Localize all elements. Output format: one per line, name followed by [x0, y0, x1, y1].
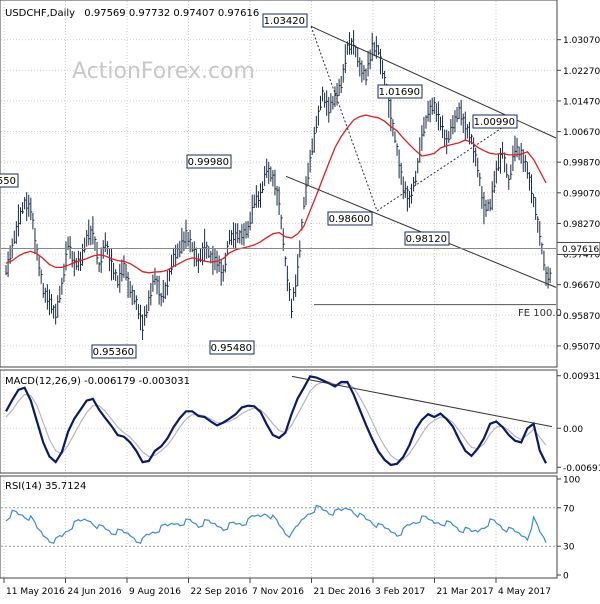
- x-axis: 11 May 2016 24 Jun 2016 9 Aug 2016 22 Sep 2…: [3, 578, 551, 597]
- price-callout-label: 1.00990: [474, 117, 515, 128]
- macd-axis-label: 0.00: [563, 425, 583, 435]
- price-callout-label: 0.99980: [188, 157, 229, 168]
- price-callout-box: [377, 84, 423, 99]
- price-axis-label: 0.96670: [563, 281, 600, 291]
- price-callout: 1.03420: [262, 13, 308, 28]
- grid-layer: [1, 1, 556, 577]
- rsi-axis-label: 100: [563, 476, 580, 486]
- rsi-axis-label: 30: [563, 543, 575, 553]
- price-callout-box: [209, 340, 255, 355]
- x-axis-label: 24 Jun 2016: [68, 587, 122, 597]
- dotted-wave-line: [310, 26, 516, 212]
- price-callout-box: [404, 231, 450, 246]
- price-callout-label: 0.99550: [0, 176, 16, 187]
- price-callout-label: 0.95480: [211, 343, 252, 354]
- x-axis-label: 21 Dec 2016: [314, 587, 372, 597]
- price-axis: 1.03070 1.02270 1.01470 1.00670 0.99870 0.990…: [556, 36, 600, 352]
- price-callout: 0.99550: [0, 173, 19, 188]
- price-overlay: 1.03420 1.01690 1.00990 0.99980 0.98600 0.981…: [0, 13, 557, 359]
- fe-label: FE 100.0: [518, 308, 562, 319]
- price-callout: 1.01690: [377, 84, 423, 99]
- current-price-tag-label: 0.97616: [562, 245, 599, 255]
- price-callout-label: 1.01690: [379, 87, 420, 98]
- price-axis-label: 0.99070: [563, 189, 600, 199]
- rsi-axis-label: 0: [563, 572, 569, 582]
- x-axis-label: 3 Feb 2017: [375, 587, 425, 597]
- price-callout-box: [327, 211, 373, 226]
- ohlc-label: 0.97569 0.97732 0.97407 0.97616: [84, 8, 259, 19]
- price-layer: [5, 30, 552, 341]
- rsi-axis-label: 70: [563, 504, 575, 514]
- x-axis-label: 7 Nov 2016: [252, 587, 304, 597]
- macd-line: [5, 375, 547, 467]
- rsi-title: RSI(14) 35.7124: [5, 481, 86, 492]
- price-callout: 1.00990: [472, 114, 518, 129]
- price-callout-box: [262, 13, 308, 28]
- moving-average-line: [5, 114, 547, 274]
- price-axis-label: 1.01470: [563, 97, 600, 107]
- macd-layer: [5, 375, 553, 467]
- macd-trendline: [291, 375, 553, 428]
- price-callout-box: [91, 344, 137, 359]
- instrument-label: USDCHF,Daily: [5, 8, 75, 19]
- price-callout: 0.95480: [209, 340, 255, 355]
- price-axis-label: 0.98270: [563, 220, 600, 230]
- current-price-tag: [556, 241, 600, 255]
- macd-title: MACD(12,26,9) -0.006179 -0.003031: [5, 376, 190, 387]
- price-callout-label: 0.98600: [329, 214, 370, 225]
- rsi-line: [5, 504, 547, 545]
- price-callout-label: 1.03420: [264, 16, 305, 27]
- rsi-axis: 100 70 30 0: [557, 476, 580, 582]
- price-callout: 0.98600: [327, 211, 373, 226]
- price-axis-label: 0.95870: [563, 312, 600, 322]
- rsi-panel-frame: [0, 475, 558, 579]
- macd-axis-label: -0.006917: [563, 464, 600, 474]
- price-callout: 0.99980: [186, 154, 232, 169]
- x-axis-label: 22 Sep 2016: [191, 587, 248, 597]
- price-callout-label: 0.95360: [93, 347, 134, 358]
- x-axis-label: 11 May 2016: [6, 587, 65, 597]
- x-axis-label: 21 Mar 2017: [437, 587, 494, 597]
- price-callout: 0.98120: [404, 231, 450, 246]
- price-axis-label: 1.00670: [563, 128, 600, 138]
- watermark: ActionForex.com: [72, 59, 255, 84]
- macd-axis: 0.009319 0.00 -0.006917: [557, 372, 600, 474]
- price-callout: 0.95360: [91, 344, 137, 359]
- price-axis-label: 1.03070: [563, 36, 600, 46]
- price-axis-label: 0.97470: [563, 251, 600, 261]
- price-axis-label: 1.02270: [563, 67, 600, 77]
- chart-title: USDCHF,Daily 0.97569 0.97732 0.97407 0.9…: [5, 8, 259, 19]
- macd-axis-label: 0.009319: [563, 372, 600, 382]
- price-panel-frame: [0, 0, 558, 368]
- price-callout-box: [472, 114, 518, 129]
- x-axis-label: 4 May 2017: [498, 587, 551, 597]
- price-callout-label: 0.98120: [406, 234, 447, 245]
- macd-panel-frame: [0, 369, 558, 474]
- x-axis-label: 9 Aug 2016: [129, 587, 181, 597]
- rsi-layer: [5, 504, 547, 545]
- price-callout-box: [186, 154, 232, 169]
- price-callout-box: [0, 173, 19, 188]
- price-axis-label: 0.99870: [563, 159, 600, 169]
- price-axis-label: 0.95070: [563, 342, 600, 352]
